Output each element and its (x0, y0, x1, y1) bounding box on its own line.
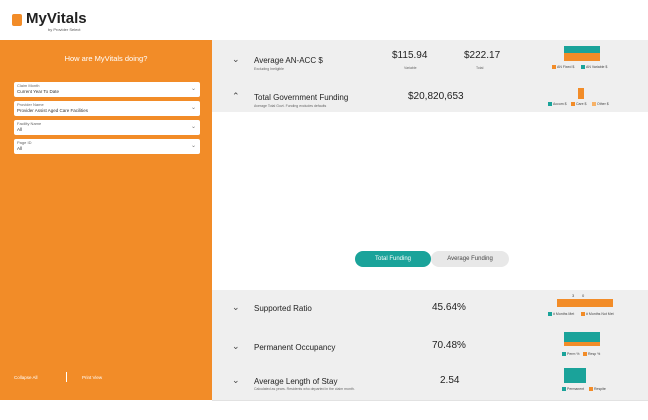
mini-bar (564, 368, 586, 383)
section: ⌄ Average AN-ACC $ Excluding Ineligible $11… (212, 40, 648, 89)
mini-bar (564, 342, 600, 346)
section-title: Total Government Funding (254, 93, 349, 102)
chevron[interactable]: ⌃ (232, 91, 240, 101)
toggle-button[interactable]: Average Funding (431, 251, 509, 267)
legend-label: AN Variable $ (586, 65, 608, 69)
chevron[interactable]: ⌄ (232, 375, 240, 385)
tagline: by Provider Select (48, 27, 81, 32)
filter-label: Page ID (17, 140, 32, 145)
chart-area (212, 112, 648, 290)
chevron[interactable]: ⌄ (232, 54, 240, 64)
metric-value: $115.94 (392, 50, 428, 61)
legend-label: Perm % (567, 352, 580, 356)
section-subtitle: Excluding Ineligible (254, 67, 284, 71)
section-title: Permanent Occupancy (254, 343, 336, 352)
metric-value: $222.17 (464, 50, 501, 61)
divider (66, 372, 67, 382)
chevron[interactable]: ⌄ (232, 341, 240, 351)
legend-label: AN Fixed $ (557, 65, 575, 69)
legend-swatch (548, 312, 552, 316)
legend-label: Permanent (567, 387, 585, 391)
metric-label: Variable (404, 66, 417, 70)
legend-label: Respite (594, 387, 606, 391)
legend-label: Other $ (597, 102, 609, 106)
mini-bar (557, 299, 613, 307)
chevron: ⌄ (190, 105, 196, 111)
legend-swatch (552, 65, 556, 69)
metric-label: Total (476, 66, 484, 70)
legend-swatch (592, 102, 596, 106)
section: ⌄ Average Length of Stay Calculated as yea… (212, 366, 648, 401)
mini-bar (578, 88, 584, 99)
metric-value: 45.64% (432, 302, 466, 313)
logo-icon (12, 14, 22, 26)
section: ⌄ Supported Ratio 45.64% 3 0 # Months Met # Mo… (212, 290, 648, 331)
filter-dropdown[interactable]: Page ID All ⌄ (14, 139, 200, 154)
section-title: Supported Ratio (254, 304, 312, 313)
filter-value: All (17, 146, 23, 151)
chevron: ⌄ (190, 86, 196, 92)
chevron[interactable]: ⌄ (232, 302, 240, 312)
logo: MyVitals (26, 10, 87, 27)
legend-swatch (581, 65, 585, 69)
filter-label: Facility Name (17, 121, 42, 126)
metric-value: 70.48% (432, 340, 466, 351)
mini-bar (564, 332, 600, 342)
section: ⌄ Permanent Occupancy 70.48% Perm % Resp % (212, 330, 648, 367)
legend-label: Care $ (576, 102, 587, 106)
metric-value: $20,820,653 (408, 91, 464, 102)
legend-label: Accom $ (553, 102, 567, 106)
filter-label: Claim Month (17, 83, 40, 88)
filter-dropdown[interactable]: Claim Month Current Year To Date ⌄ (14, 82, 200, 97)
sidebar-title: How are MyVitals doing? (64, 54, 148, 63)
section-subtitle: Calculated as years. Residents who depar… (254, 387, 355, 391)
sidebar: How are MyVitals doing? Collapse All Pri… (0, 40, 212, 400)
mini-bar (564, 46, 600, 53)
collapse-all[interactable]: Collapse All (14, 375, 38, 380)
legend-label: # Months Met (553, 312, 575, 316)
metric-value: 2.54 (440, 375, 460, 386)
section-title: Average AN-ACC $ (254, 56, 323, 65)
toggle-button[interactable]: Total Funding (355, 251, 431, 267)
filter-value: All (17, 127, 23, 132)
chevron: ⌄ (190, 124, 196, 130)
count-label: 3 (572, 293, 575, 298)
legend-label: Resp % (588, 352, 601, 356)
chevron: ⌄ (190, 143, 196, 149)
legend-swatch (589, 387, 593, 391)
legend-swatch (548, 102, 552, 106)
print-view[interactable]: Print View (82, 375, 103, 380)
filter-dropdown[interactable]: Provider Name Provider Assist Aged Care F… (14, 101, 200, 116)
legend-swatch (562, 352, 566, 356)
filter-label: Provider Name (17, 102, 44, 107)
mini-bar (564, 53, 600, 61)
legend-label: # Months Not Met (586, 312, 614, 316)
count-label: 0 (582, 293, 585, 298)
filter-value: Current Year To Date (17, 89, 59, 94)
legend-swatch (562, 387, 566, 391)
legend-swatch (571, 102, 575, 106)
filter-dropdown[interactable]: Facility Name All ⌄ (14, 120, 200, 135)
section-title: Average Length of Stay (254, 377, 338, 386)
filter-value: Provider Assist Aged Care Facilities (17, 108, 89, 113)
legend-swatch (583, 352, 587, 356)
legend-swatch (581, 312, 585, 316)
section-subtitle: Average Total Govt. Funding excludes def… (254, 104, 327, 108)
